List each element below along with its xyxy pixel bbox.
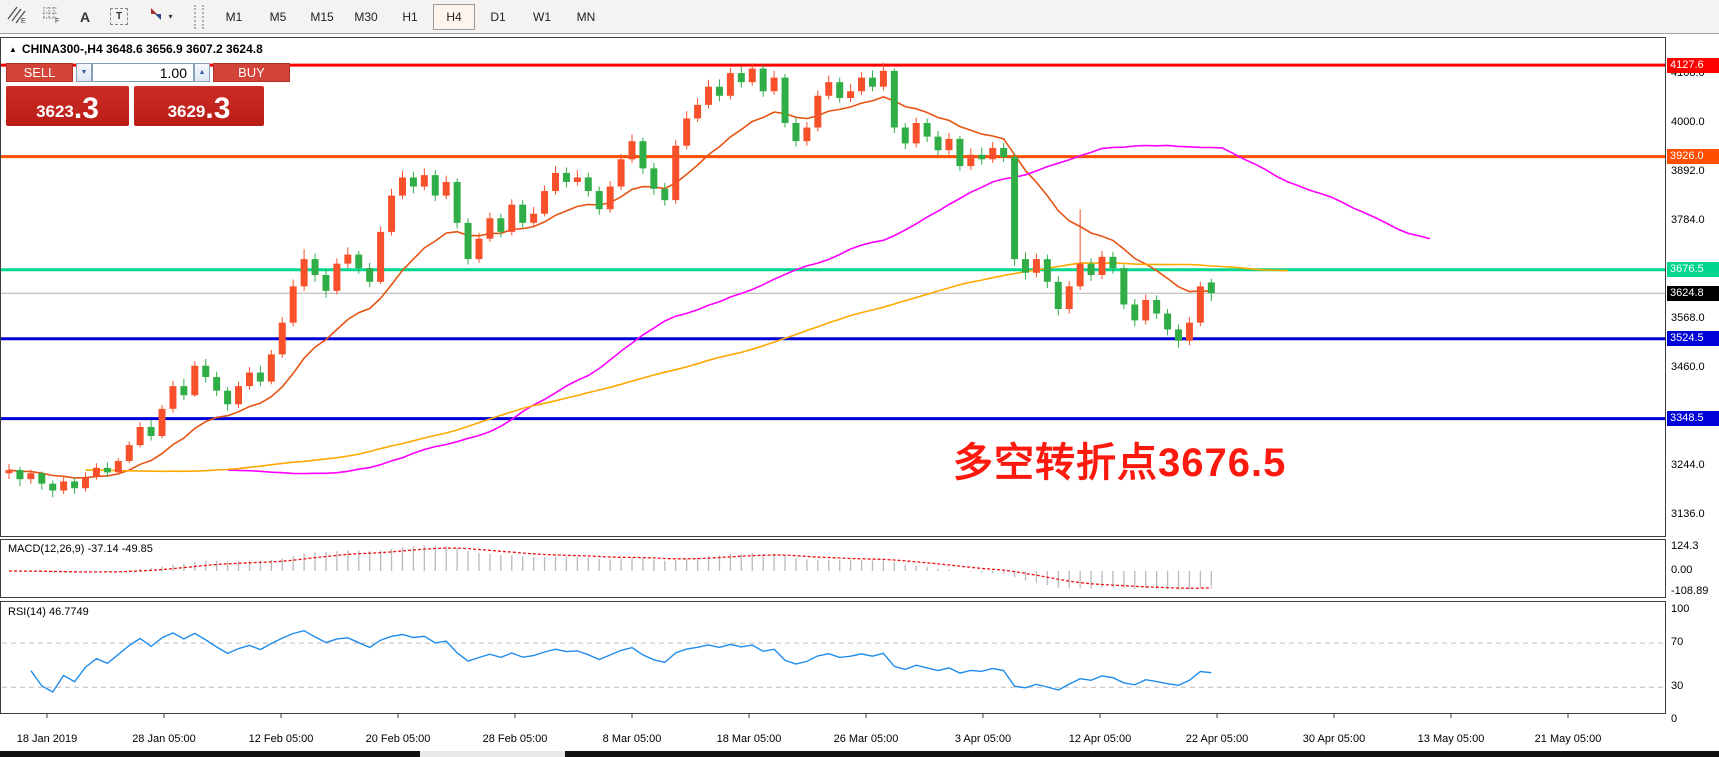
date-axis-label: 20 Feb 05:00 (365, 733, 431, 745)
bottom-bar-left (0, 751, 420, 757)
text-label-icon: A (79, 8, 91, 25)
date-axis-label: 13 May 05:00 (1417, 733, 1485, 745)
volume-increase-button[interactable]: ▲ (194, 63, 210, 82)
arrows-tool-button[interactable]: ▾ (138, 4, 182, 30)
diagonal-lines-icon: E (6, 4, 28, 29)
date-axis-label: 21 May 05:00 (1534, 733, 1602, 745)
macd-axis-label: -108.89 (1671, 585, 1709, 598)
price-axis-label: 4000.0 (1671, 115, 1705, 128)
price-level-badge: 3348.5 (1667, 411, 1719, 427)
volume-decrease-button[interactable]: ▼ (76, 63, 92, 82)
date-axis-label: 28 Jan 05:00 (132, 733, 196, 745)
price-axis-label: 3568.0 (1671, 311, 1705, 324)
price-axis-label: 3460.0 (1671, 360, 1705, 373)
rsi-indicator-label: RSI(14) 46.7749 (8, 606, 89, 618)
date-axis-label: 18 Mar 05:00 (716, 733, 782, 745)
price-axis-label: 3136.0 (1671, 507, 1705, 520)
bottom-bar-notch (420, 751, 565, 757)
buy-price-main: 3629 (167, 102, 206, 121)
timeframe-h1[interactable]: H1 (402, 9, 418, 24)
date-axis-label: 22 Apr 05:00 (1185, 733, 1249, 745)
macd-indicator-label: MACD(12,26,9) -37.14 -49.85 (8, 543, 153, 555)
grid-tool-button[interactable]: F (36, 4, 66, 30)
rsi-axis-label: 30 (1671, 680, 1684, 693)
timeframe-d1[interactable]: D1 (490, 9, 506, 24)
collapse-panel-icon[interactable]: ▲ (9, 44, 17, 54)
date-axis-label: 26 Mar 05:00 (833, 733, 899, 745)
price-axis-label: 3784.0 (1671, 213, 1705, 226)
svg-text:E: E (21, 18, 26, 24)
current-price-badge: 3624.8 (1667, 285, 1719, 301)
date-axis-label: 8 Mar 05:00 (602, 733, 662, 745)
volume-input[interactable] (92, 63, 194, 82)
sell-button[interactable]: SELL (6, 63, 73, 82)
price-level-badge: 3524.5 (1667, 331, 1719, 347)
chevron-down-icon: ▾ (168, 12, 173, 21)
date-axis-label: 28 Feb 05:00 (482, 733, 548, 745)
sell-price-box[interactable]: 3623 .3 (6, 86, 129, 126)
timeframe-m30[interactable]: M30 (354, 9, 378, 24)
buy-price-box[interactable]: 3629 .3 (134, 86, 264, 126)
date-axis-label: 18 Jan 2019 (16, 733, 78, 745)
toolbar-grip[interactable] (194, 4, 204, 29)
one-click-trade-panel: SELL ▼ ▲ BUY 3623 .3 3629 .3 (6, 63, 292, 127)
grid-icon: F (40, 4, 62, 29)
macd-axis-label: 0.00 (1671, 564, 1693, 576)
timeframe-m5[interactable]: M5 (269, 9, 287, 24)
date-axis-label: 12 Feb 05:00 (248, 733, 314, 745)
chart-annotation-text: 多空转折点3676.5 (953, 441, 1287, 485)
rsi-axis-label: 0 (1671, 713, 1678, 726)
price-level-badge: 3926.0 (1667, 149, 1719, 165)
timeframe-m15[interactable]: M15 (310, 9, 334, 24)
price-level-badge: 4127.6 (1667, 57, 1719, 73)
sell-price-frac: .3 (73, 92, 99, 125)
text-box-tool-button[interactable]: T (104, 4, 134, 30)
svg-text:F: F (55, 18, 59, 24)
chart-symbol-title: ▲ CHINA300-,H4 3648.6 3656.9 3607.2 3624… (9, 42, 263, 56)
bottom-bar-right (565, 751, 1719, 757)
date-axis-label: 3 Apr 05:00 (954, 733, 1012, 745)
buy-button[interactable]: BUY (213, 63, 290, 82)
rsi-axis-label: 70 (1671, 636, 1684, 649)
timeframe-w1[interactable]: W1 (533, 9, 551, 24)
timeframe-group: M1 M5 M15 M30 H1 H4 D1 W1 MN (212, 3, 608, 30)
toolbar: E F A T ▾ M1 M5 M15 M30 H1 H4 D1 W1 MN (0, 0, 1719, 34)
symbol-ohlc-text: CHINA300-,H4 3648.6 3656.9 3607.2 3624.8 (21, 42, 263, 56)
text-box-icon: T (110, 8, 128, 25)
date-axis-label: 12 Apr 05:00 (1068, 733, 1132, 745)
price-axis-label: 3892.0 (1671, 164, 1705, 177)
text-label-tool-button[interactable]: A (70, 4, 100, 30)
timeframe-m1[interactable]: M1 (225, 9, 243, 24)
date-axis-label: 30 Apr 05:00 (1302, 733, 1366, 745)
buy-price-frac: .3 (205, 92, 231, 125)
rsi-axis-label: 100 (1671, 603, 1690, 615)
arrows-icon (147, 5, 165, 28)
timeframe-h4[interactable]: H4 (433, 3, 475, 30)
price-level-badge: 3676.5 (1667, 262, 1719, 278)
macd-axis-label: 124.3 (1671, 540, 1699, 552)
sell-price-main: 3623 (36, 102, 74, 121)
timeframe-mn[interactable]: MN (576, 9, 596, 24)
price-axis-label: 3244.0 (1671, 458, 1705, 471)
patterns-tool-button[interactable]: E (2, 4, 32, 30)
